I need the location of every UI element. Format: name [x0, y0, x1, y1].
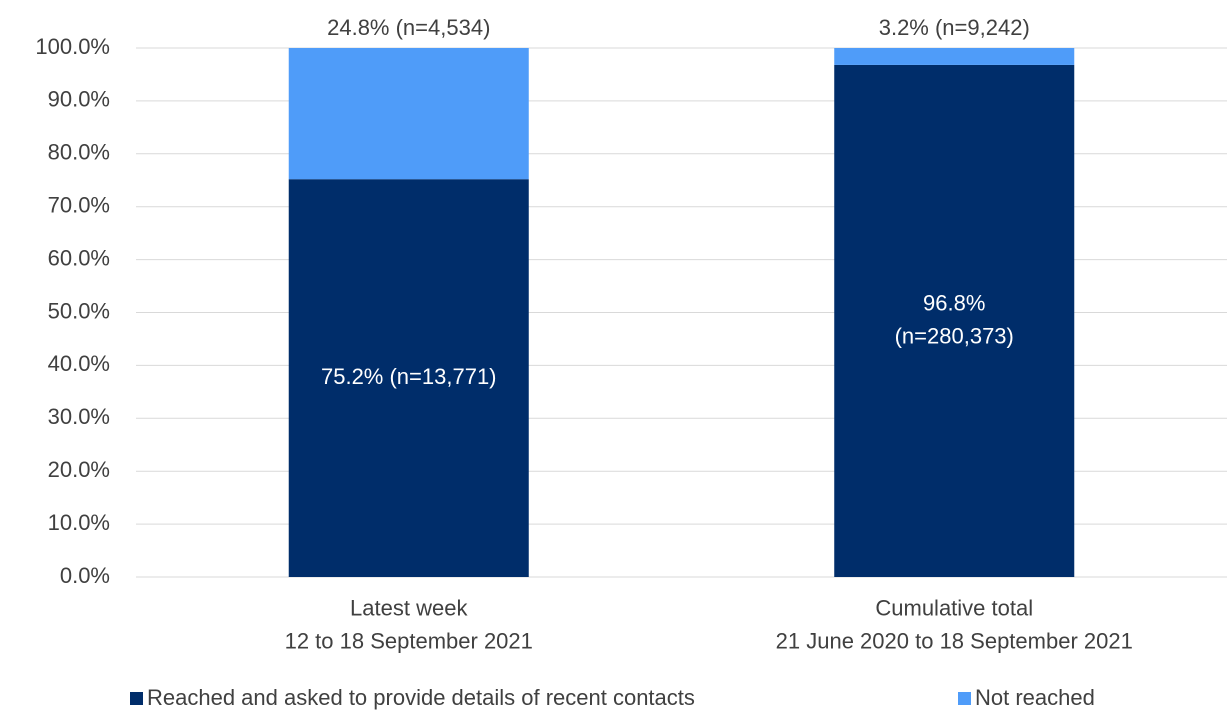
y-tick-label: 0.0% — [60, 563, 110, 588]
y-tick-label: 30.0% — [48, 404, 110, 429]
y-tick-label: 80.0% — [48, 140, 110, 165]
y-tick-label: 90.0% — [48, 87, 110, 112]
data-label: 96.8% (n=280,373) — [895, 290, 1014, 348]
x-tick-label: Latest week 12 to 18 September 2021 — [285, 595, 533, 653]
data-label: 75.2% (n=13,771) — [321, 364, 497, 389]
bar-segment — [288, 48, 529, 180]
y-tick-label: 50.0% — [48, 298, 110, 323]
x-tick-label: Cumulative total 21 June 2020 to 18 Septe… — [776, 595, 1133, 653]
y-tick-label: 60.0% — [48, 245, 110, 270]
legend-label: Not reached — [975, 685, 1095, 710]
data-label: 24.8% (n=4,534) — [327, 15, 490, 40]
bar-segment — [834, 64, 1075, 578]
y-tick-label: 40.0% — [48, 351, 110, 376]
data-label: 3.2% (n=9,242) — [879, 15, 1030, 40]
legend-swatch — [130, 692, 143, 705]
bar-segment — [834, 48, 1075, 65]
legend-label: Reached and asked to provide details of … — [147, 685, 695, 710]
y-tick-label: 10.0% — [48, 510, 110, 535]
y-tick-label: 100.0% — [35, 34, 110, 59]
legend-swatch — [958, 692, 971, 705]
y-tick-label: 20.0% — [48, 457, 110, 482]
y-tick-label: 70.0% — [48, 193, 110, 218]
bar-segment — [288, 179, 529, 577]
